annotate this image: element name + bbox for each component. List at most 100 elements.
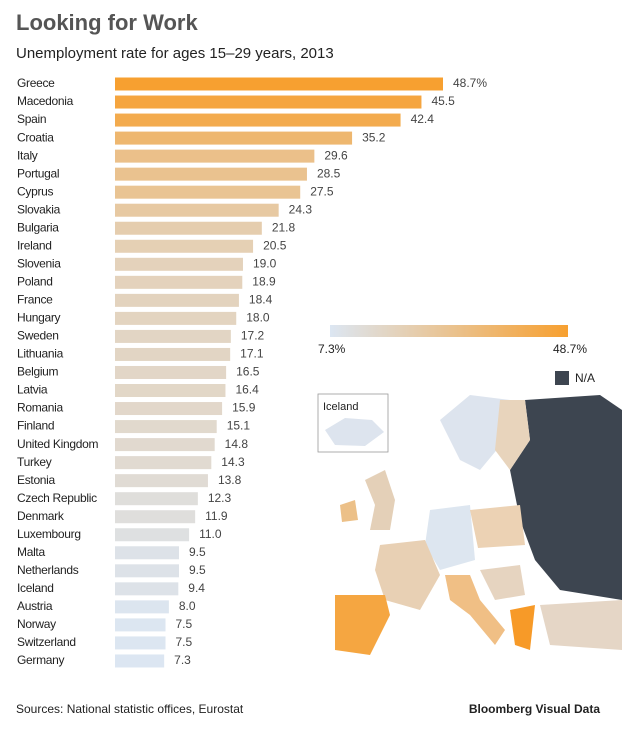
bar [115,474,208,488]
category-label: Lithuania [17,347,64,361]
value-label: 14.3 [221,455,245,469]
na-swatch [555,371,569,385]
value-label: 9.5 [189,545,206,559]
value-label: 12.3 [208,491,232,505]
category-label: Hungary [17,311,61,325]
na-label: N/A [575,371,595,385]
value-label: 11.9 [205,509,228,523]
bar [115,582,179,596]
bar [115,275,243,289]
category-label: Macedonia [17,94,74,108]
map-region [365,470,395,530]
value-label: 11.0 [199,527,222,541]
category-label: Czech Republic [17,491,97,505]
category-label: Croatia [17,130,54,144]
value-label: 17.1 [240,347,264,361]
bar [115,149,315,163]
category-label: Bulgaria [17,220,59,234]
value-label: 8.0 [179,599,196,613]
category-label: Iceland [17,581,54,595]
category-label: Slovakia [17,202,61,216]
value-label: 7.5 [176,617,193,631]
map: Iceland [316,356,622,672]
value-label: 28.5 [317,166,341,180]
bar [115,311,237,325]
category-label: Cyprus [17,184,54,198]
bar [115,654,165,668]
map-region [375,540,440,610]
scale-max-label: 48.7% [553,342,587,356]
category-label: Poland [17,275,53,289]
value-label: 14.8 [225,437,249,451]
map-region [340,500,358,522]
category-label: Ireland [17,238,52,252]
bar [115,618,166,632]
bar [115,510,196,524]
category-label: Netherlands [17,563,79,577]
value-label: 24.3 [289,202,313,216]
bar [115,131,353,145]
bar [115,293,239,307]
category-label: Sweden [17,329,59,343]
color-scale [330,325,568,337]
map-region [445,575,505,645]
category-label: Luxembourg [17,527,81,541]
value-label: 45.5 [431,94,455,108]
category-label: Malta [17,545,45,559]
bar [115,492,198,506]
bar [115,203,279,217]
value-label: 21.8 [272,220,296,234]
value-label: 17.2 [241,329,265,343]
value-label: 9.4 [188,581,205,595]
category-label: Estonia [17,473,56,487]
value-label: 20.5 [263,238,287,252]
map-region [470,505,525,548]
value-label: 9.5 [189,563,206,577]
category-label: Austria [17,599,53,613]
bar [115,365,227,379]
category-label: Switzerland [17,635,76,649]
bar [115,528,190,542]
bar [115,456,212,470]
map-region [510,395,622,600]
bar [115,546,179,560]
map-region [425,505,475,570]
chart-subtitle: Unemployment rate for ages 15–29 years, … [16,45,334,62]
category-label: Latvia [17,383,48,397]
category-label: Romania [17,401,64,415]
bar [115,600,169,614]
map-region [335,595,390,655]
category-label: Norway [17,617,56,631]
value-label: 18.4 [249,293,273,307]
map-region [495,400,530,470]
value-label: 42.4 [411,112,435,126]
value-label: 7.5 [176,635,193,649]
value-label: 15.1 [227,419,251,433]
bar [115,77,443,91]
value-label: 19.0 [253,256,277,270]
map-region [540,600,622,650]
value-label: 18.0 [246,311,270,325]
bar [115,329,231,343]
category-label: Spain [17,112,46,126]
inset-label: Iceland [323,401,358,413]
value-label: 13.8 [218,473,242,487]
value-label: 29.6 [324,148,348,162]
category-label: Denmark [17,509,65,523]
category-label: Portugal [17,166,59,180]
inset-shape [325,418,384,446]
category-label: Turkey [17,455,52,469]
bar [115,384,226,398]
bar [115,239,254,253]
bar [115,221,262,235]
category-label: Belgium [17,365,59,379]
bar [115,636,166,650]
bar [115,113,401,127]
category-label: United Kingdom [17,437,98,451]
chart-title: Looking for Work [16,10,198,35]
map-region [510,605,535,650]
bar [115,185,301,199]
map-region [440,395,510,470]
value-label: 18.9 [252,275,276,289]
category-label: Germany [17,653,65,667]
